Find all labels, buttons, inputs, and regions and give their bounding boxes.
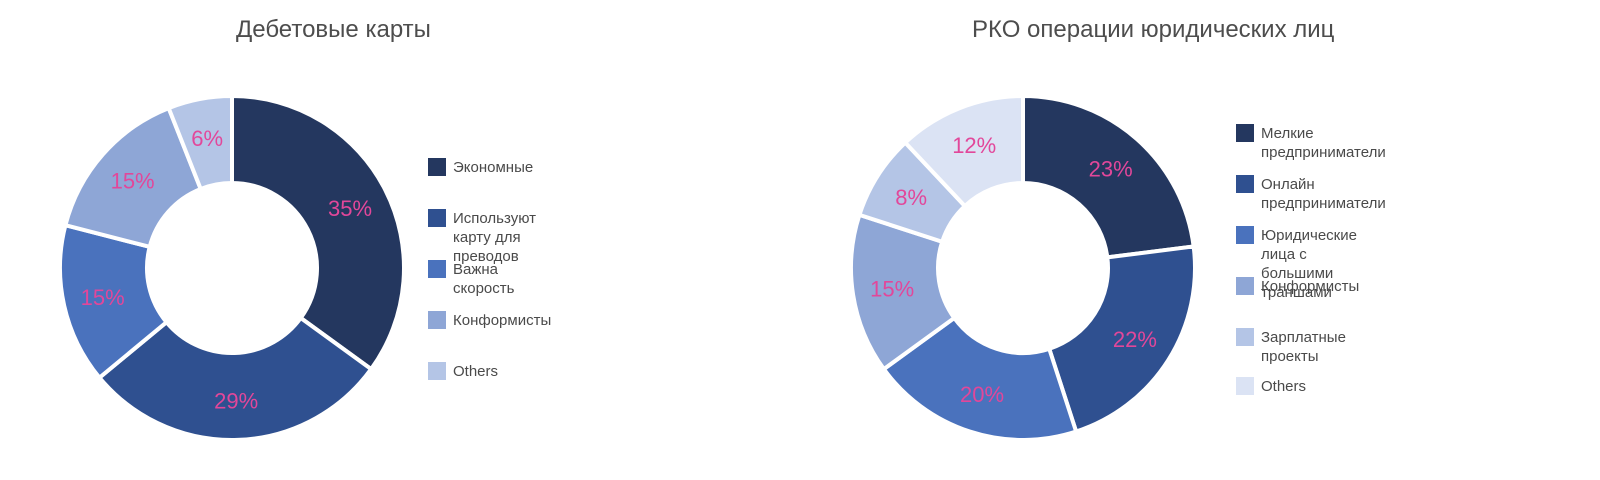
legend-label: Используют карту для преводов <box>453 210 536 265</box>
slice-percent-label: 8% <box>895 185 927 210</box>
legend-swatch <box>428 158 446 176</box>
legend-label: Мелкие предприниматели <box>1261 125 1386 161</box>
legend-label: Others <box>1261 378 1307 395</box>
slice-percent-label: 15% <box>870 277 914 302</box>
slice-percent-label: 12% <box>952 133 996 158</box>
legend-label: Others <box>453 363 499 380</box>
donut-slice <box>166 93 234 192</box>
legend-swatch <box>428 209 446 227</box>
legend-item: Мелкие предприниматели <box>1236 124 1386 162</box>
legend-item: Экономные <box>428 158 533 177</box>
slice-percent-label: 29% <box>214 388 258 413</box>
legend-swatch <box>1236 328 1254 346</box>
legend-item: Конформисты <box>1236 277 1359 296</box>
legend-label: Зарплатные проекты <box>1261 329 1346 365</box>
donut-slice <box>881 315 1079 442</box>
legend-item: Others <box>428 362 498 381</box>
legend-swatch <box>1236 124 1254 142</box>
legend-swatch <box>1236 175 1254 193</box>
legend-item: Others <box>1236 377 1306 396</box>
legend-item: Важна скорость <box>428 260 514 298</box>
legend-swatch <box>428 311 446 329</box>
donut-chart: 23% 22% 20% 15% 8% 12% <box>849 93 1197 442</box>
legend-label: Конформисты <box>1261 278 1360 295</box>
legend-swatch <box>1236 277 1254 295</box>
legend-item: Онлайн предприниматели <box>1236 175 1386 213</box>
legend-label: Экономные <box>453 159 534 176</box>
legend-swatch <box>428 260 446 278</box>
legend-label: Юридические лица с большими траншами <box>1261 227 1357 301</box>
slice-percent-label: 6% <box>191 126 223 151</box>
slice-percent-label: 15% <box>81 285 125 310</box>
legend-label: Конформисты <box>453 312 552 329</box>
legend-label: Онлайн предприниматели <box>1261 176 1386 212</box>
legend-item: Используют карту для преводов <box>428 209 536 266</box>
legend-label: Важна скорость <box>453 261 515 297</box>
chart-title: РКО операции юридических лиц <box>972 16 1335 43</box>
legend-item: Конформисты <box>428 311 551 330</box>
donut-slice <box>96 315 374 442</box>
chart-title: Дебетовые карты <box>236 16 431 43</box>
donut-chart: 35% 29% 15% 15% 6% <box>58 93 406 442</box>
slice-percent-label: 20% <box>960 382 1004 407</box>
slice-percent-label: 15% <box>111 168 155 193</box>
slice-percent-label: 22% <box>1113 327 1157 352</box>
donut-slice <box>230 93 406 372</box>
legend-swatch <box>1236 226 1254 244</box>
legend-swatch <box>1236 377 1254 395</box>
legend-item: Зарплатные проекты <box>1236 328 1346 366</box>
donut-slice <box>1046 244 1197 435</box>
slice-percent-label: 35% <box>328 196 372 221</box>
slice-percent-label: 23% <box>1089 157 1133 182</box>
legend-swatch <box>428 362 446 380</box>
legend-item: Юридические лица с большими траншами <box>1236 226 1357 302</box>
donut-slice <box>1021 93 1196 260</box>
donut-slice <box>902 93 1025 209</box>
